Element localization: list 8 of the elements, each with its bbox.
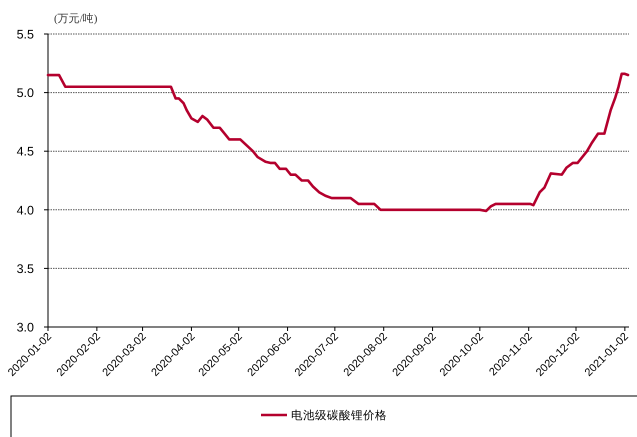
ytick-label: 4.5 [16, 144, 34, 159]
ytick-label: 3.5 [16, 262, 34, 276]
ylabel: (万元/吨) [54, 13, 98, 25]
ytick-label: 3.0 [16, 320, 34, 334]
ytick-label: 4.0 [16, 203, 34, 218]
ytick-label: 5.5 [16, 28, 34, 42]
legend-label: 电池级碳酸锂价格 [291, 410, 387, 422]
ytick-label: 5.0 [16, 86, 34, 100]
